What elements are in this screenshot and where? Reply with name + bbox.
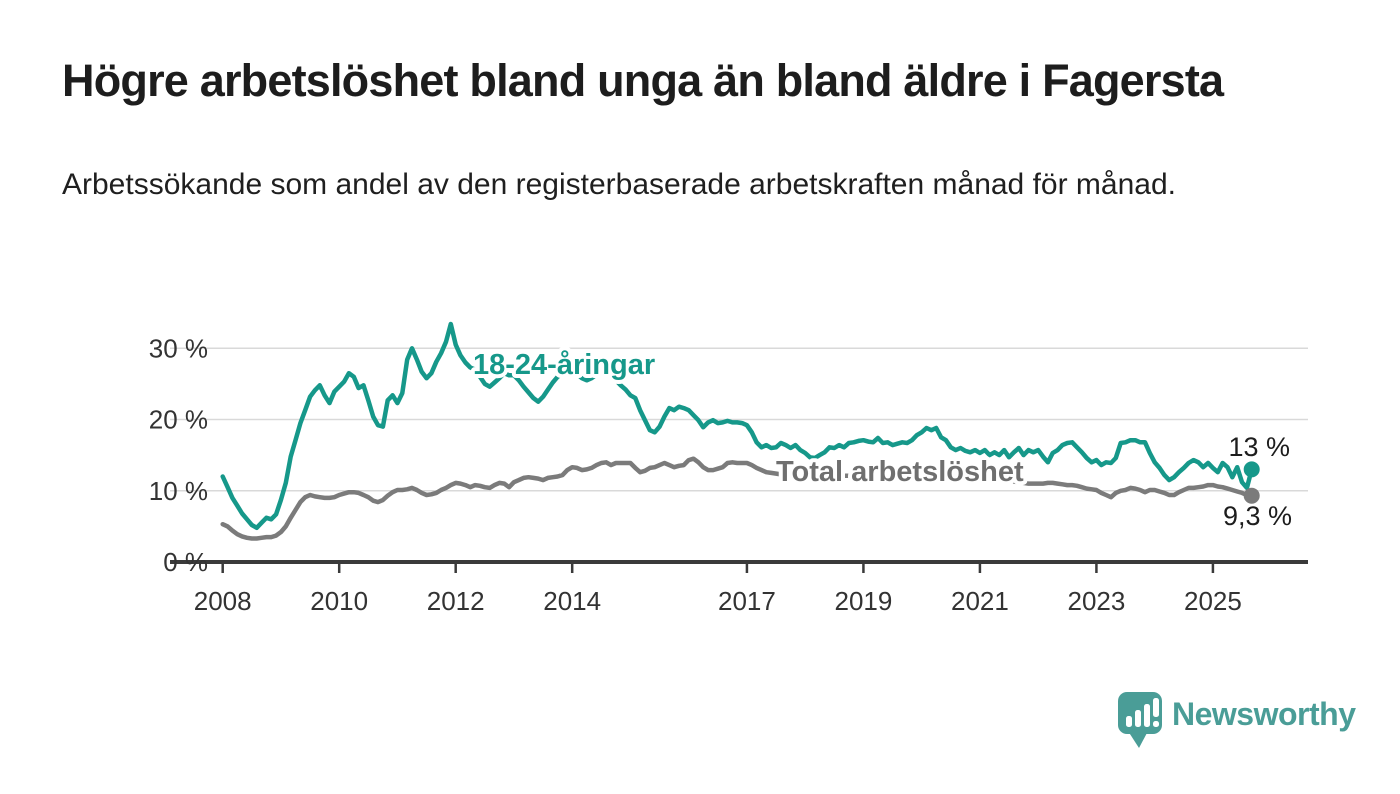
series-line-youth xyxy=(220,321,1254,531)
logo-bar-tall xyxy=(1144,704,1150,727)
brand-logo: Newsworthy xyxy=(1116,690,1376,757)
x-tick-label-2008: 2008 xyxy=(194,586,252,616)
x-tick-label-2012: 2012 xyxy=(427,586,485,616)
series-label-total: Total arbetslöshet xyxy=(776,456,1024,488)
y-tick-label-10: 10 % xyxy=(149,476,208,506)
x-tick-label-2019: 2019 xyxy=(835,586,893,616)
x-tick-label-2023: 2023 xyxy=(1067,586,1125,616)
newsworthy-icon xyxy=(1118,692,1162,748)
x-tick-label-2021: 2021 xyxy=(951,586,1009,616)
chart-title: Högre arbetslöshet bland unga än bland ä… xyxy=(62,55,1224,106)
y-tick-label-0: 0 % xyxy=(163,547,208,577)
y-tick-label-30: 30 % xyxy=(149,333,208,363)
end-dot-total xyxy=(1243,487,1260,504)
logo-bar-short xyxy=(1126,716,1132,727)
x-tick-label-2017: 2017 xyxy=(718,586,776,616)
logo-exclamation-bar xyxy=(1153,698,1159,717)
series-label-youth: 18-24-åringar xyxy=(473,349,655,381)
logo-exclamation-dot xyxy=(1153,721,1159,727)
end-dot-youth xyxy=(1243,461,1260,478)
series-line-total xyxy=(220,456,1254,541)
x-tick-label-2014: 2014 xyxy=(543,586,601,616)
end-value-label-total: 9,3 % xyxy=(1223,501,1292,531)
x-tick-label-2010: 2010 xyxy=(310,586,368,616)
brand-name: Newsworthy xyxy=(1172,696,1356,732)
logo-bubble-tail xyxy=(1128,731,1148,748)
chart-subtitle: Arbetssökande som andel av den registerb… xyxy=(62,168,1176,201)
y-tick-label-20: 20 % xyxy=(149,405,208,435)
x-tick-label-2025: 2025 xyxy=(1184,586,1242,616)
logo-bar-medium xyxy=(1135,710,1141,727)
end-value-label-youth: 13 % xyxy=(1228,432,1290,462)
